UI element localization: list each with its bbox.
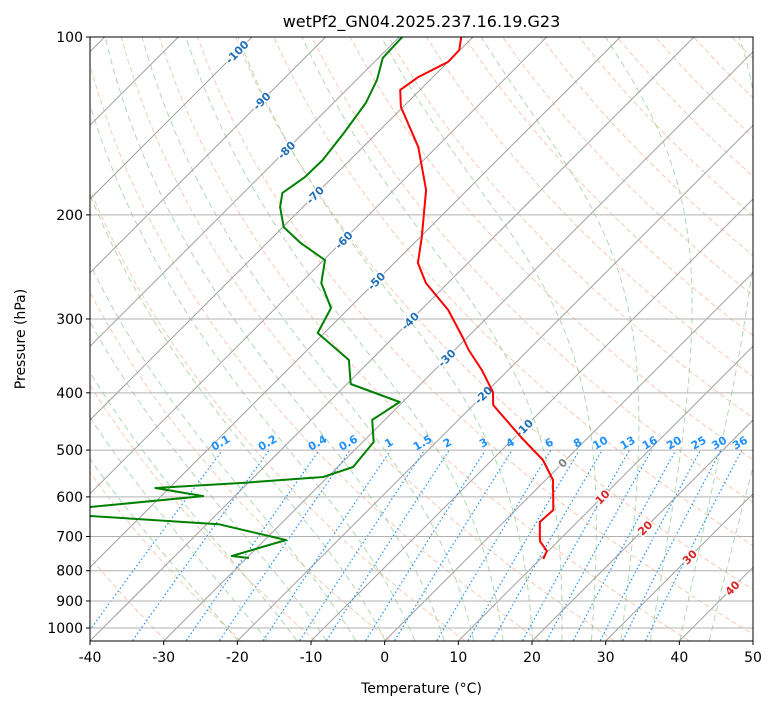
isotherm — [532, 37, 775, 641]
mixing-ratio-line — [300, 450, 425, 640]
y-tick-label: 600 — [56, 490, 83, 506]
isotherm — [0, 37, 326, 641]
dry-adiabat — [7, 37, 390, 641]
isotherm — [753, 37, 775, 641]
dry-adiabat — [770, 37, 775, 641]
x-tick-label: 50 — [744, 650, 762, 666]
isotherm-label: -80 — [275, 138, 298, 161]
y-axis-label: Pressure (hPa) — [13, 289, 29, 389]
x-tick-label: -20 — [226, 650, 249, 666]
y-tick-label: 400 — [56, 386, 83, 402]
background-lines — [0, 37, 775, 641]
x-tick-label: -10 — [300, 650, 323, 666]
dry-adiabat — [83, 37, 539, 641]
y-tick-label: 500 — [56, 443, 83, 459]
temperature-profile — [400, 37, 553, 559]
mixing-ratio-line — [219, 450, 350, 640]
x-tick-label: -40 — [79, 650, 102, 666]
dry-adiabat — [236, 37, 775, 641]
mixing-ratio-label: 2 — [441, 436, 454, 451]
moist-adiabat — [142, 37, 473, 641]
chart-title: wetPf2_GN04.2025.237.16.19.G23 — [283, 12, 561, 32]
dry-adiabat — [0, 37, 241, 641]
y-tick-label: 1000 — [47, 621, 83, 637]
moist-adiabat — [302, 37, 562, 641]
isotherm-label: -100 — [223, 38, 252, 67]
mixing-ratio-label: 4 — [504, 435, 517, 450]
isotherm — [0, 37, 547, 641]
isotherm — [17, 37, 621, 641]
isotherm — [680, 37, 775, 641]
x-tick-label: 30 — [597, 650, 615, 666]
x-tick-label: 10 — [449, 650, 467, 666]
mixing-ratio-label: 6 — [543, 435, 556, 450]
dry-adiabat — [198, 37, 764, 641]
x-tick-label: 40 — [670, 650, 688, 666]
isotherm — [90, 37, 694, 641]
mixing-ratio-line — [468, 450, 579, 640]
dry-adiabat — [465, 37, 775, 641]
isotherm — [0, 37, 252, 641]
pressure-gridlines — [90, 37, 753, 628]
isotherm — [0, 37, 399, 641]
y-tick-label: 800 — [56, 564, 83, 580]
moist-adiabat — [21, 37, 356, 641]
dry-adiabat — [388, 37, 775, 641]
moist-adiabat — [45, 37, 385, 641]
x-tick-label: -30 — [152, 650, 175, 666]
moist-adiabat — [238, 37, 532, 641]
x-tick-label: 0 — [380, 650, 389, 666]
dewpoint-profile — [70, 37, 403, 558]
mixing-ratio-label: 1 — [382, 436, 395, 451]
dry-adiabat — [694, 37, 775, 641]
x-axis-label: Temperature (°C) — [360, 681, 482, 697]
y-tick-label: 900 — [56, 594, 83, 610]
plot-frame — [90, 37, 753, 641]
moist-adiabat — [0, 37, 238, 641]
mixing-ratio-line — [327, 450, 450, 640]
moist-adiabat — [105, 37, 444, 641]
x-axis: -40 -30 -20 -10 0 10 20 30 40 50 — [79, 641, 762, 666]
mixing-ratio-line — [366, 450, 486, 640]
moist-adiabat — [0, 37, 267, 641]
mixing-ratio-line — [547, 450, 652, 640]
dry-adiabat — [350, 37, 775, 641]
y-tick-label: 300 — [56, 312, 83, 328]
dry-adiabat — [426, 37, 775, 641]
dry-adiabat — [159, 37, 688, 641]
mixing-ratio-line — [573, 450, 676, 640]
y-tick-label: 700 — [56, 529, 83, 545]
y-axis: 100 200 300 400 500 600 700 800 900 1000 — [47, 30, 90, 637]
moist-adiabat — [0, 37, 326, 641]
mixing-ratio-line — [523, 450, 630, 640]
mixing-ratio-line — [82, 450, 222, 640]
y-tick-label: 100 — [56, 30, 83, 46]
dry-adiabat — [312, 37, 775, 641]
y-tick-label: 200 — [56, 208, 83, 224]
isotherm — [459, 37, 775, 641]
moist-adiabat — [606, 37, 693, 641]
dry-adiabat — [655, 37, 775, 641]
moist-adiabat — [186, 37, 503, 641]
dry-adiabat — [0, 37, 315, 641]
x-tick-label: 20 — [523, 650, 541, 666]
